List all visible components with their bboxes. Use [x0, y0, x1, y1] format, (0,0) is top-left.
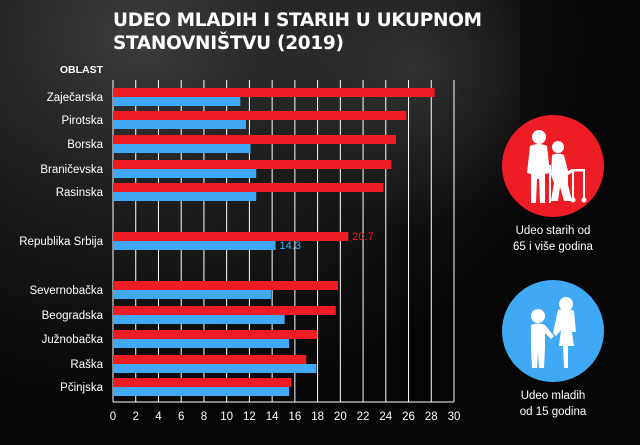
bar-old: [113, 378, 292, 387]
legend-young: Udeo mladih od 15 godina: [488, 280, 618, 420]
legend-young-circle: [502, 280, 604, 382]
category-header: OBLAST: [60, 64, 104, 76]
category-label: Beogradska: [42, 310, 104, 322]
bar-old: [113, 160, 392, 169]
legend-old-label-line-1: Udeo starih od: [515, 225, 591, 237]
x-tick-label: 22: [357, 411, 370, 423]
chart-title-line-1: UDEO MLADIH I STARIH U UKUPNOM: [113, 10, 482, 31]
category-label: Republika Srbija: [19, 236, 103, 248]
legend-young-label-line-2: od 15 godina: [519, 406, 587, 418]
bar-old: [113, 355, 307, 364]
chart-title-line-2: STANOVNIŠTVU (2019): [113, 33, 344, 54]
x-tick-label: 10: [220, 411, 233, 423]
x-tick-label: 0: [110, 411, 116, 423]
x-tick-label: 24: [379, 411, 392, 423]
bar-young: [113, 290, 271, 299]
legend-old-circle: [502, 115, 604, 217]
category-label: Rasinska: [56, 187, 104, 199]
bar-young: [113, 144, 251, 153]
x-tick-label: 20: [334, 411, 347, 423]
category-label: Pirotska: [61, 115, 103, 127]
bar-old: [113, 88, 435, 97]
x-tick-label: 4: [155, 411, 162, 423]
bar-young: [113, 169, 257, 178]
bar-young: [113, 315, 285, 324]
data-label: 20.7: [352, 231, 373, 243]
bar-old: [113, 281, 339, 290]
x-tick-label: 18: [311, 411, 324, 423]
x-tick-label: 26: [402, 411, 415, 423]
category-label: Braničevska: [40, 164, 103, 176]
bar-young: [113, 192, 257, 201]
category-label: Borska: [67, 139, 103, 151]
bar-old: [113, 330, 318, 339]
legend-young-label: Udeo mladih od 15 godina: [488, 388, 618, 420]
x-tick-label: 6: [178, 411, 184, 423]
bar-old: [113, 135, 397, 144]
bar-young: [113, 387, 290, 396]
children-icon: [531, 297, 576, 368]
category-label: Severnobačka: [29, 285, 103, 297]
bar-young: [113, 97, 241, 106]
bar-young: [113, 241, 276, 250]
bar-old: [113, 306, 336, 315]
x-tick-label: 16: [288, 411, 301, 423]
bar-young: [113, 364, 317, 373]
x-tick-label: 12: [243, 411, 256, 423]
bar-young: [113, 339, 290, 348]
legend-old-label: Udeo starih od 65 i više godina: [488, 223, 618, 255]
category-label: Raška: [70, 359, 103, 371]
chart-title: UDEO MLADIH I STARIH U UKUPNOM STANOVNIŠ…: [113, 9, 482, 55]
x-tick-label: 14: [266, 411, 279, 423]
bar-old: [113, 111, 407, 120]
x-tick-label: 28: [425, 411, 438, 423]
category-label: Pčinjska: [60, 382, 103, 394]
category-label: Zaječarska: [47, 92, 104, 104]
bar-old: [113, 183, 384, 192]
x-tick-label: 30: [448, 411, 461, 423]
x-tick-label: 8: [201, 411, 207, 423]
legend-young-label-line-1: Udeo mladih: [520, 390, 586, 402]
bar-old: [113, 232, 349, 241]
x-tick-label: 2: [133, 411, 139, 423]
elderly-couple-icon: [527, 130, 587, 203]
legend-old: Udeo starih od 65 i više godina: [488, 115, 618, 255]
data-label: 14.3: [280, 240, 301, 252]
bar-young: [113, 120, 246, 129]
category-label: Južnobačka: [42, 334, 104, 346]
legend-old-label-line-2: 65 i više godina: [513, 241, 593, 253]
